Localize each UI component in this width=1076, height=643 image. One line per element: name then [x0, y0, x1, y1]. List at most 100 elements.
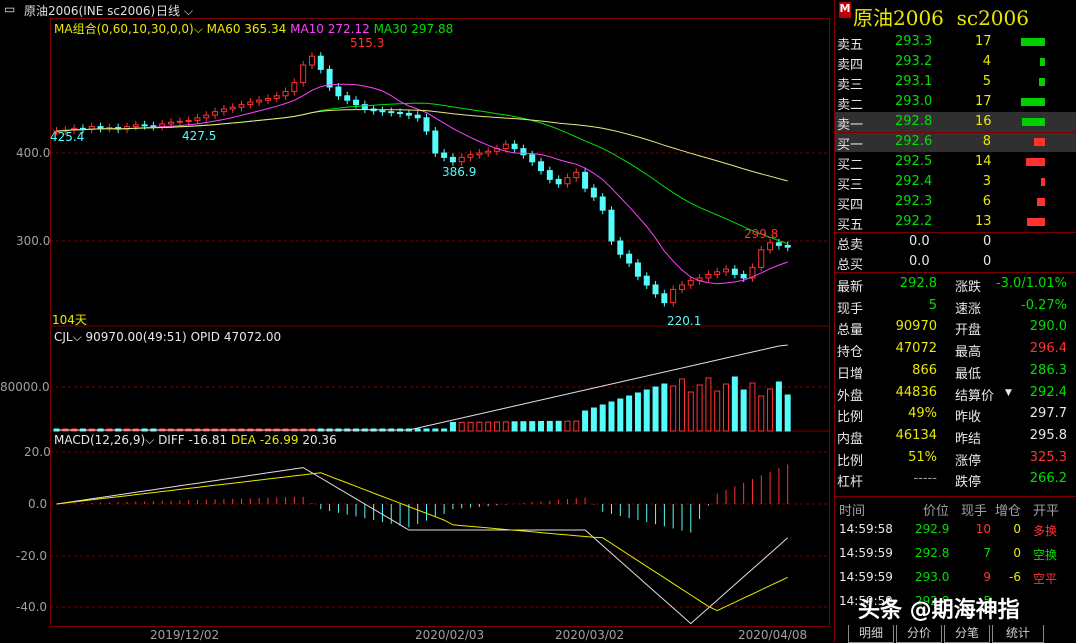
ask-row-5[interactable]: 卖五 293.3 17 — [835, 32, 1076, 53]
volume-bar — [696, 384, 703, 432]
tick-price: 293.0 — [915, 570, 950, 584]
candle — [573, 171, 580, 179]
bid-volume-bar — [1027, 218, 1045, 226]
candle — [582, 171, 589, 189]
watermark: 头条 @期海神指 — [858, 598, 1020, 623]
cjl-value: 90970.00(49:51) — [85, 330, 187, 344]
stat-value-2: 290.0 — [1029, 319, 1067, 335]
volume-bar — [590, 407, 597, 432]
bid-row-4[interactable]: 买四 292.3 6 — [835, 192, 1076, 213]
macd-tick-20: 20.0 — [24, 445, 51, 459]
minimize-icon[interactable]: ▭ — [4, 2, 16, 16]
level-label: 买三 — [837, 178, 864, 193]
candle — [758, 249, 765, 268]
period-selector[interactable]: 日线 ⌵ — [156, 2, 193, 19]
volume-bar — [414, 428, 421, 432]
opid-value: OPID 47072.00 — [190, 330, 282, 344]
tab-trades[interactable]: 分笔 — [944, 625, 990, 643]
candle — [264, 97, 271, 101]
y-tick-80000: 80000.0 — [0, 380, 50, 394]
stat-label: 外盘 — [837, 388, 864, 404]
low-annotation: 220.1 — [667, 314, 702, 328]
ma60-line — [56, 109, 788, 182]
bid-row-2[interactable]: 买二 292.5 14 — [835, 152, 1076, 173]
stat-value-2: -0.27% — [1021, 297, 1067, 313]
ask-row-4[interactable]: 卖四 293.2 4 — [835, 52, 1076, 73]
candle — [194, 117, 201, 121]
tab-price[interactable]: 分价 — [896, 625, 942, 643]
title-bar: ▭ 原油2006(INE sc2006) 日线 ⌵ — [0, 0, 830, 18]
stat-value: 90970 — [895, 319, 937, 335]
triangle-down-icon[interactable]: ▼ — [1005, 387, 1012, 398]
bid-row-5[interactable]: 买五 292.2 13 — [835, 212, 1076, 233]
volume-legend: CJL⌵ 90970.00(49:51) OPID 47072.00 — [54, 330, 281, 345]
candle — [414, 114, 421, 119]
tab-detail[interactable]: 明细 — [848, 625, 894, 643]
kline-chart[interactable]: MA组合(0,60,10,30,0,0)⌵ MA60 365.34 MA10 2… — [50, 18, 830, 628]
stat-label: 最新 — [837, 280, 864, 295]
stat-label-2: 速涨 — [955, 301, 982, 317]
stat-row: 比例 51% 涨停 325.3 — [835, 448, 1076, 469]
volume-bar — [458, 421, 465, 432]
candle — [634, 262, 641, 277]
ma-label[interactable]: MA组合(0,60,10,30,0,0) — [54, 22, 194, 36]
volume-bar — [634, 392, 641, 432]
volume-bar — [767, 388, 774, 432]
volume-layer — [53, 344, 791, 432]
volume-bar — [687, 391, 694, 432]
volume-bar — [714, 390, 721, 432]
total-label: 总买 — [837, 258, 864, 273]
chevron-down-icon: ⌵ — [180, 4, 193, 18]
bid-row-1[interactable]: 买一 292.6 8 — [835, 132, 1076, 153]
candle — [405, 112, 412, 116]
candle — [617, 240, 624, 255]
period-label: 日线 — [156, 4, 181, 18]
tick-price: 292.9 — [915, 522, 950, 536]
macd-tick-m40: -40.0 — [16, 600, 48, 614]
candle — [529, 154, 536, 163]
tick-type: 空换 — [1033, 548, 1058, 562]
bid-row-3[interactable]: 买三 292.4 3 — [835, 172, 1076, 193]
volume-bar — [723, 383, 730, 432]
volume-bar — [617, 398, 624, 432]
stat-label-2: 最低 — [955, 366, 982, 382]
level-label: 卖五 — [837, 38, 864, 53]
level-label: 卖四 — [837, 58, 864, 73]
tick-type: 空平 — [1033, 572, 1058, 586]
stat-value: 49% — [908, 406, 937, 422]
candle — [159, 123, 166, 128]
level-price: 293.0 — [895, 94, 933, 109]
macd-label[interactable]: MACD(12,26,9) — [54, 433, 146, 447]
stat-label-2: 昨结 — [955, 431, 982, 447]
candle — [308, 55, 315, 66]
diff-line — [56, 467, 789, 625]
candle — [247, 101, 254, 106]
tick-row[interactable]: 14:59:59 293.0 9 -6 空平 — [835, 568, 1076, 588]
ask-row-2[interactable]: 卖二 293.0 17 — [835, 92, 1076, 113]
tab-stats[interactable]: 统计 — [992, 625, 1044, 643]
candle — [238, 104, 245, 108]
candle — [458, 156, 465, 163]
tick-row[interactable]: 14:59:59 292.8 5 — [835, 592, 1076, 612]
ask-row-3[interactable]: 卖三 293.1 5 — [835, 72, 1076, 93]
tick-increase: 0 — [1013, 546, 1021, 560]
candle — [670, 288, 677, 304]
annotation-299: 299.8 — [744, 227, 779, 241]
ask-row-1[interactable]: 卖一 292.8 16 — [835, 112, 1076, 133]
tick-row[interactable]: 14:59:59 292.8 7 0 空换 — [835, 544, 1076, 564]
bid-volume-bar — [1041, 178, 1045, 186]
cjl-label[interactable]: CJL — [54, 330, 73, 344]
ma60-value: MA60 365.34 — [206, 22, 287, 36]
macd-tick-m20: -20.0 — [16, 549, 48, 563]
macd-tick-0: 0.0 — [28, 497, 48, 511]
candle — [335, 86, 342, 97]
macd-value: 20.36 — [302, 433, 337, 447]
dea-value: DEA -26.99 — [230, 433, 299, 447]
candle — [678, 284, 685, 290]
tick-row[interactable]: 14:59:58 292.9 10 0 多换 — [835, 520, 1076, 540]
total-label: 总卖 — [837, 238, 864, 253]
volume-bar — [423, 428, 430, 432]
annotation-425: 425.4 — [50, 130, 85, 144]
x-date-3: 2020/03/02 — [555, 628, 625, 642]
candle — [502, 143, 509, 150]
